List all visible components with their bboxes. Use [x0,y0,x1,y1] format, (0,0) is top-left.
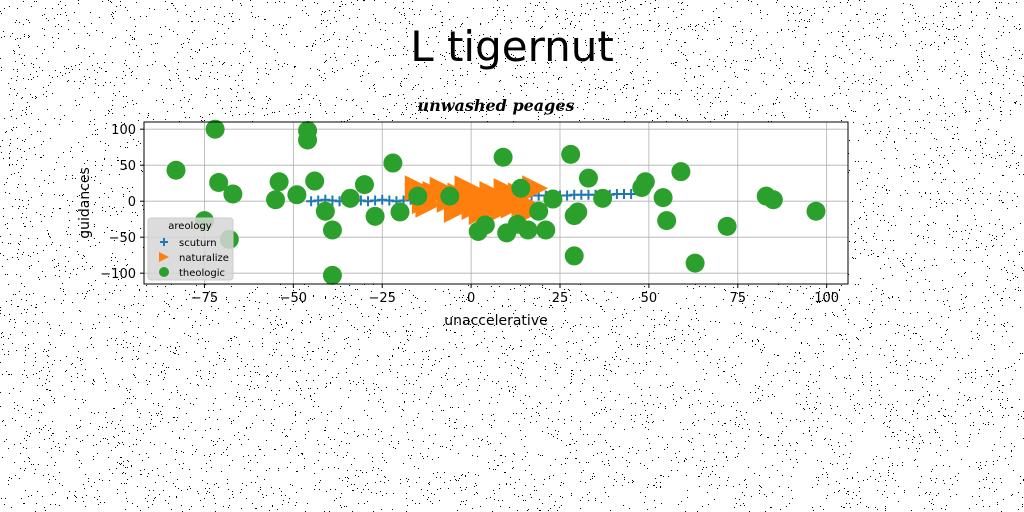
data-point-theologic [717,216,737,236]
legend-title: areology [168,221,212,232]
data-point-theologic [578,168,598,188]
data-point-theologic [340,188,360,208]
plot-frame [143,121,849,285]
data-point-naturalize [522,175,549,202]
axes-title: unwashed peages [417,96,574,115]
y-axis-label: guidances [77,167,93,239]
data-point-theologic [657,211,677,231]
data-point-theologic [166,160,186,180]
data-point-theologic [685,253,705,273]
x-tick-label: 75 [730,291,747,306]
data-points [166,119,826,285]
y-tick-label: 0 [128,195,136,210]
data-point-theologic [475,215,495,235]
y-tick-label: −50 [109,231,136,246]
data-point-theologic [305,171,325,191]
data-point-theologic [568,202,588,222]
legend-label-naturalize: naturalize [179,253,229,264]
data-point-theologic [564,246,584,266]
data-point-theologic [354,175,374,195]
x-tick-label: −25 [369,291,396,306]
data-point-naturalize [490,195,517,222]
data-point-naturalize [468,199,495,225]
x-axis-label: unaccelerative [444,313,547,329]
legend-label-theologic: theologic [179,268,225,279]
data-point-theologic [322,265,342,285]
data-point-theologic [671,162,691,182]
data-point-naturalize [429,176,456,203]
data-point-theologic [269,172,289,192]
data-point-theologic [322,220,342,240]
data-point-theologic [543,189,563,209]
data-point-theologic [653,188,673,208]
legend-marker-theologic [159,267,169,277]
legend-label-scuturn: scuturn [179,238,217,249]
data-point-theologic [536,220,556,240]
x-tick-label: 100 [814,291,839,306]
data-point-theologic [518,220,538,240]
data-point-theologic [298,130,318,150]
data-point-theologic [511,178,531,198]
data-point-theologic [408,186,428,206]
data-point-scuturn [626,189,637,199]
data-point-theologic [763,190,783,210]
y-tick-label: 100 [111,123,136,138]
data-point-theologic [493,147,513,167]
y-tick-label: −100 [100,267,136,282]
x-tick-label: 50 [641,291,658,306]
x-tick-label: −75 [191,291,218,306]
data-point-theologic [561,144,581,164]
data-point-theologic [383,153,403,173]
data-point-theologic [635,172,655,192]
figure-title: L tigernut [410,22,614,71]
data-point-theologic [223,184,243,204]
data-point-theologic [209,172,229,192]
data-point-theologic [440,186,460,206]
data-point-theologic [205,119,225,139]
x-tick-label: 25 [552,291,569,306]
data-point-theologic [315,201,335,221]
legend-box [147,217,234,281]
data-point-theologic [266,190,286,210]
data-point-theologic [365,206,385,226]
legend-marker-naturalize [159,252,169,262]
x-tick-label: 0 [467,291,475,306]
grid-lines [144,122,848,284]
data-point-theologic [287,185,307,205]
data-point-theologic [529,201,549,221]
y-tick-label: 50 [119,159,136,174]
axis-ticks: −75 −50 −25 0 25 50 75 100 −100 −50 0 50 100 [100,123,839,306]
data-point-theologic [390,202,410,222]
legend-marker-scuturn [160,238,168,246]
x-tick-label: −50 [280,291,307,306]
data-point-theologic [806,201,826,221]
data-point-theologic [593,188,613,208]
legend: areology scuturn naturalize theologic [147,217,234,281]
